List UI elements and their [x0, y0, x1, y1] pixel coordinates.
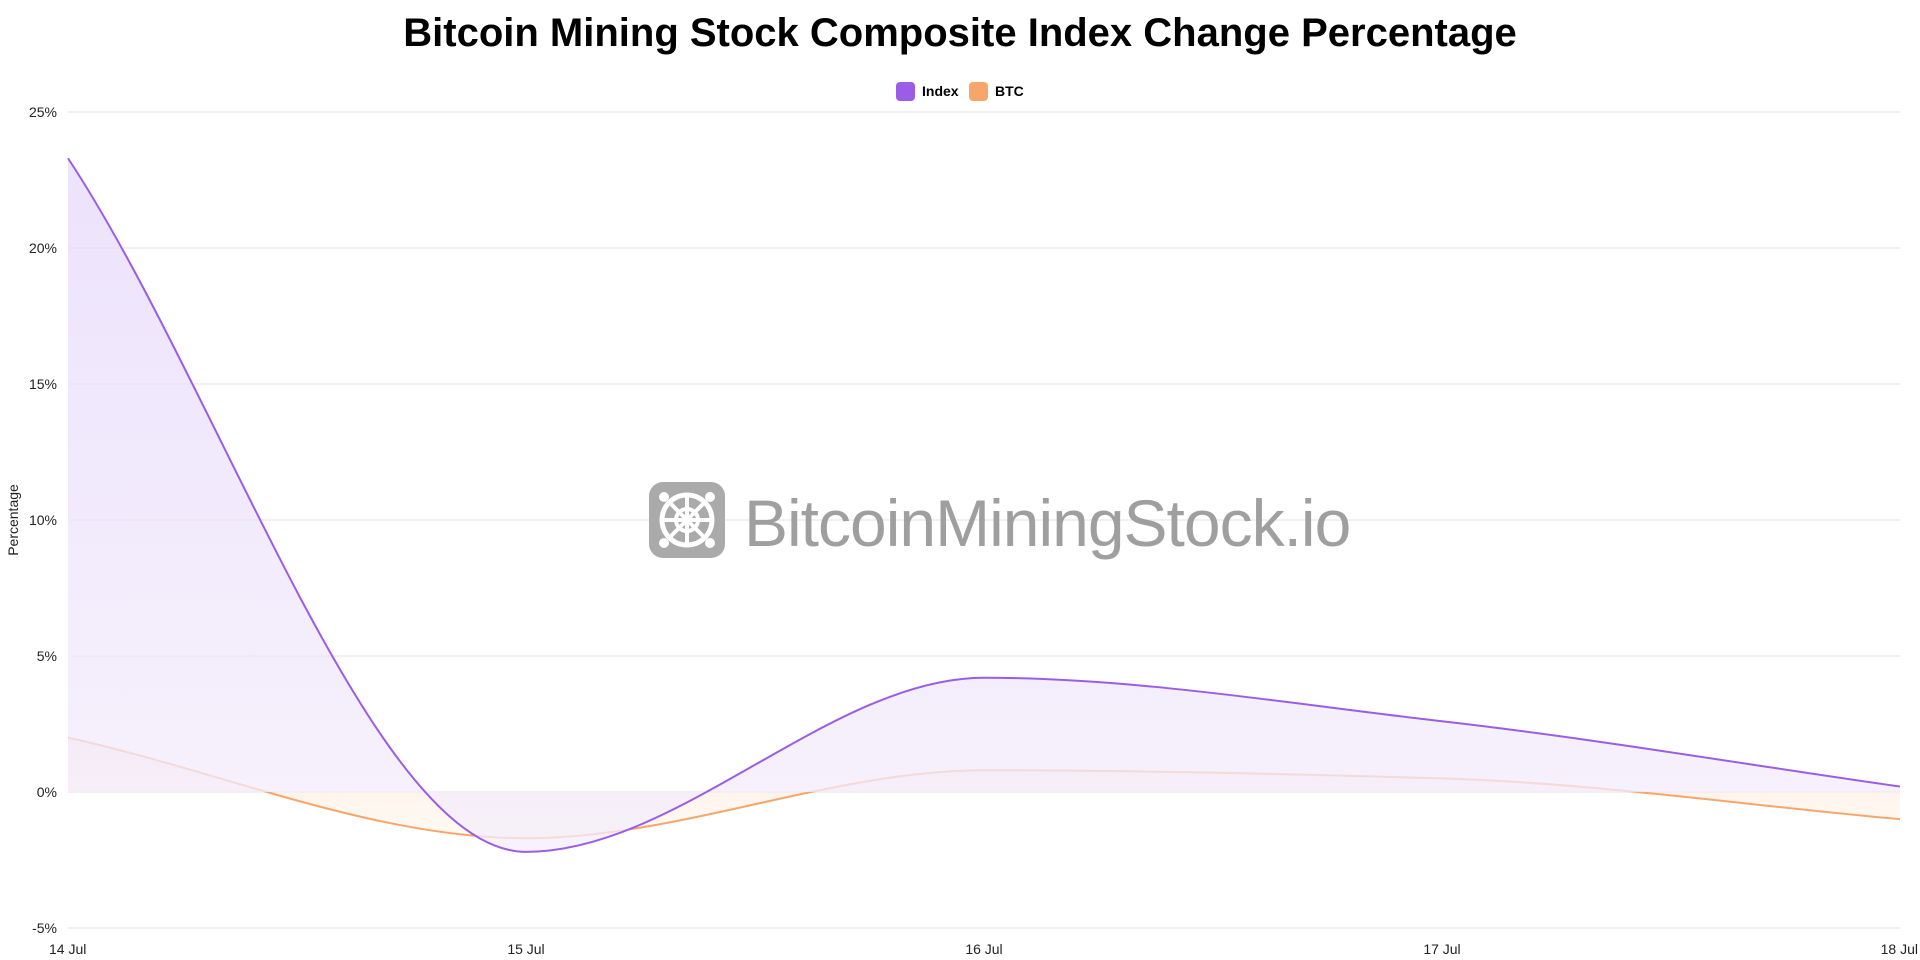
y-tick-label: 10%: [29, 512, 57, 528]
watermark: BitcoinMiningStock.io: [649, 482, 1351, 560]
chart-title: Bitcoin Mining Stock Composite Index Cha…: [403, 11, 1517, 55]
legend-swatch-index: [896, 82, 915, 101]
y-tick-label: 15%: [29, 376, 57, 392]
legend-item-btc[interactable]: BTC: [969, 82, 1024, 101]
legend-label-index: Index: [922, 83, 959, 99]
x-axis-ticks: 14 Jul 15 Jul 16 Jul 17 Jul 18 Jul: [49, 941, 1918, 957]
x-tick-label: 17 Jul: [1423, 941, 1460, 957]
series-layer: [67, 157, 1901, 853]
x-tick-label: 18 Jul: [1881, 941, 1918, 957]
legend-swatch-btc: [969, 82, 988, 101]
watermark-text: BitcoinMiningStock.io: [744, 486, 1350, 560]
y-tick-label: 0%: [37, 784, 57, 800]
x-tick-label: 16 Jul: [965, 941, 1002, 957]
legend-item-index[interactable]: Index: [896, 82, 959, 101]
series-line-index[interactable]: [67, 157, 1901, 853]
y-tick-label: 25%: [29, 104, 57, 120]
y-axis-label: Percentage: [5, 484, 21, 556]
y-tick-label: 5%: [37, 648, 57, 664]
x-tick-label: 15 Jul: [507, 941, 544, 957]
legend: Index BTC: [896, 82, 1024, 101]
watermark-logo-icon: [649, 482, 725, 558]
legend-label-btc: BTC: [995, 83, 1024, 99]
y-tick-label: -5%: [32, 920, 57, 936]
series-area-index: [68, 158, 1900, 852]
y-axis-ticks: 25% 20% 15% 10% 5% 0% -5%: [29, 104, 57, 936]
y-tick-label: 20%: [29, 240, 57, 256]
x-tick-label: 14 Jul: [49, 941, 86, 957]
